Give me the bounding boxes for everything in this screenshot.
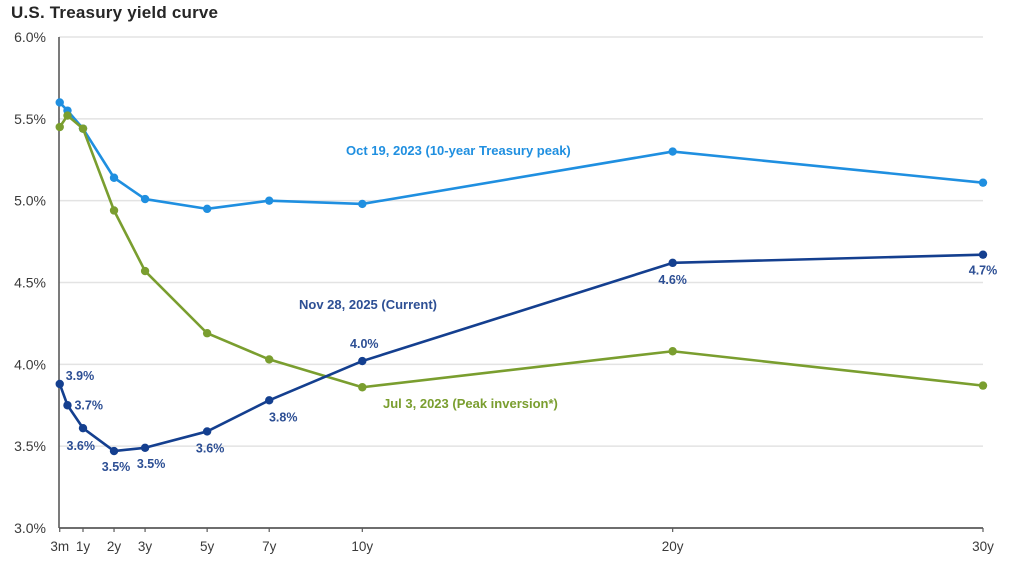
- data-point: [265, 196, 274, 205]
- data-label: 3.5%: [137, 457, 166, 471]
- series-line: [58, 253, 984, 453]
- y-tick-label: 5.5%: [14, 111, 46, 127]
- data-point: [265, 396, 274, 405]
- axes: [58, 37, 983, 529]
- data-label: 4.7%: [969, 264, 998, 278]
- series-label: Nov 28, 2025 (Current): [299, 297, 437, 312]
- data-point: [55, 379, 64, 389]
- labels: Oct 19, 2023 (10-year Treasury peak) Jul …: [66, 143, 998, 474]
- data-label: 3.9%: [66, 369, 95, 383]
- data-point: [109, 173, 119, 182]
- data-point: [63, 111, 72, 120]
- y-tick-label: 4.0%: [14, 356, 46, 372]
- data-point: [109, 446, 119, 456]
- data-point: [202, 329, 212, 338]
- data-point: [140, 194, 150, 204]
- series-label: Jul 3, 2023 (Peak inversion*): [383, 396, 558, 411]
- data-point: [265, 355, 274, 364]
- data-point: [358, 356, 367, 366]
- series-label: Oct 19, 2023 (10-year Treasury peak): [346, 143, 571, 158]
- chart-title: U.S. Treasury yield curve: [11, 3, 219, 22]
- data-point: [63, 401, 72, 410]
- data-label: 4.6%: [658, 273, 687, 287]
- y-axis-ticks: 3.0% 3.5% 4.0% 4.5% 5.0% 5.5% 6.0%: [14, 29, 46, 536]
- data-point: [358, 383, 367, 392]
- y-tick-label: 4.5%: [14, 275, 46, 291]
- data-point: [109, 206, 119, 215]
- x-tick-label: 10y: [351, 539, 373, 554]
- data-label: 3.6%: [196, 441, 225, 455]
- x-axis-ticks: 3m 1y 2y 3y 5y 7y 10y 20y 30y: [50, 528, 994, 554]
- data-point: [78, 423, 88, 433]
- gridlines: [59, 36, 983, 447]
- y-tick-label: 3.0%: [14, 520, 46, 536]
- data-label: 3.7%: [74, 398, 103, 412]
- data-point: [668, 147, 677, 156]
- x-tick-label: 20y: [662, 539, 684, 554]
- data-point: [358, 199, 367, 209]
- data-point: [202, 427, 212, 436]
- data-label: 3.5%: [102, 460, 131, 474]
- series-line: [58, 101, 984, 211]
- x-tick-label: 3y: [138, 539, 153, 554]
- x-tick-label: 5y: [200, 539, 215, 554]
- data-point: [978, 250, 988, 259]
- y-tick-label: 5.0%: [14, 193, 46, 209]
- data-point: [55, 122, 64, 132]
- data-point: [55, 98, 64, 107]
- x-tick-label: 7y: [262, 539, 277, 554]
- x-tick-label: 3m: [50, 539, 69, 554]
- series-line: [58, 114, 984, 389]
- data-point: [668, 258, 677, 268]
- data-point: [978, 178, 988, 187]
- data-point: [78, 124, 88, 133]
- x-tick-label: 30y: [972, 539, 994, 554]
- series-lines: [55, 98, 988, 456]
- y-tick-label: 3.5%: [14, 438, 46, 454]
- y-tick-label: 6.0%: [14, 29, 46, 45]
- data-label: 3.8%: [269, 410, 298, 424]
- data-point: [140, 443, 150, 453]
- data-point: [978, 381, 988, 390]
- data-point: [140, 266, 150, 276]
- x-tick-label: 2y: [107, 539, 122, 554]
- data-point: [668, 347, 677, 356]
- data-label: 3.6%: [67, 439, 96, 453]
- data-point: [202, 204, 212, 214]
- x-tick-label: 1y: [76, 539, 91, 554]
- data-label: 4.0%: [350, 337, 379, 351]
